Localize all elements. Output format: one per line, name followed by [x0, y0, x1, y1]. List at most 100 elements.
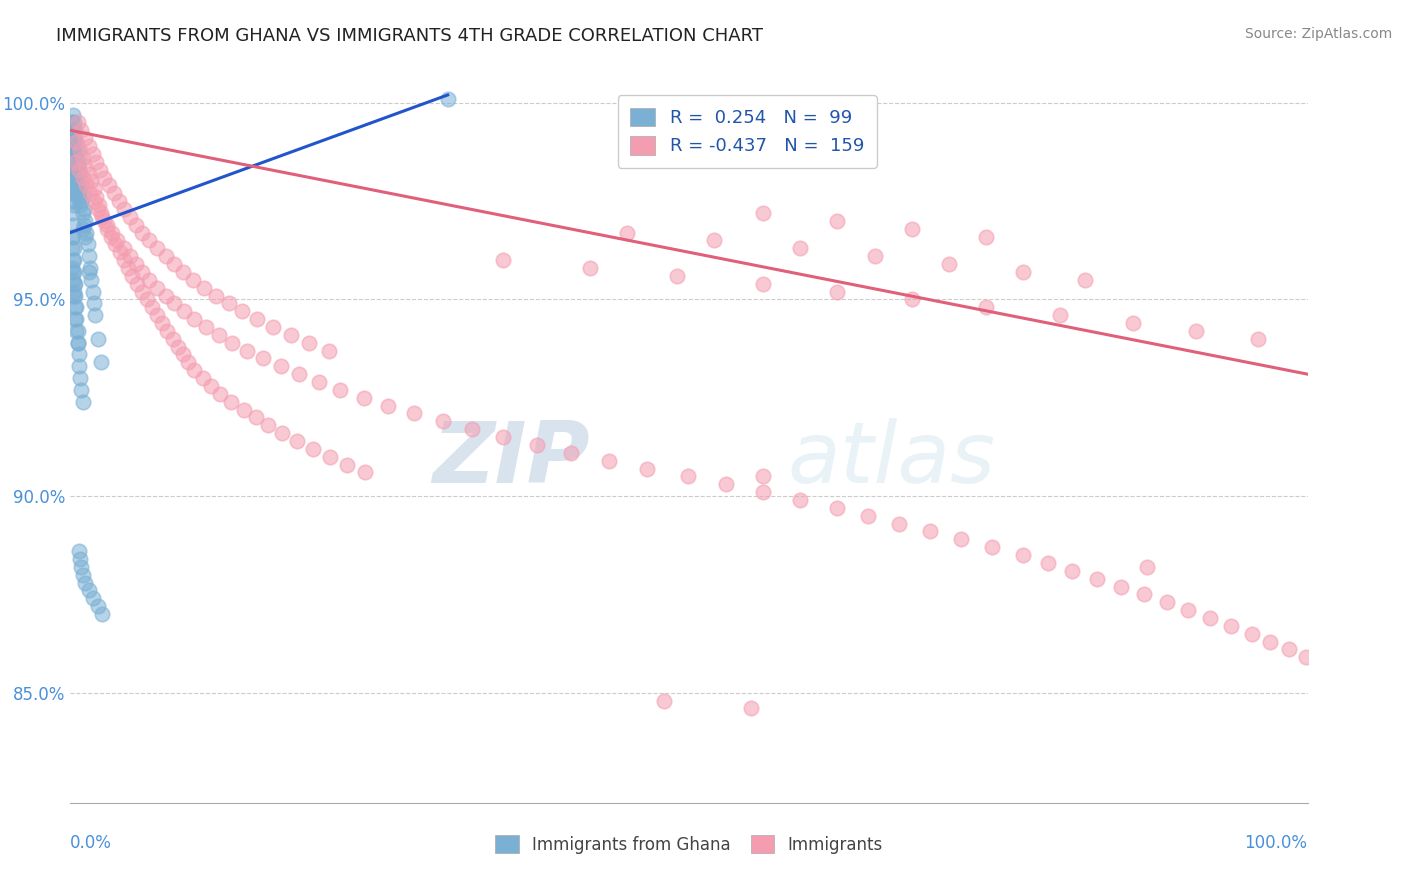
- Point: [1049, 308, 1071, 322]
- Point: [62, 273, 84, 287]
- Point: [103, 186, 125, 201]
- Point: [112, 241, 135, 255]
- Point: [665, 268, 688, 283]
- Point: [900, 293, 922, 307]
- Point: [560, 446, 582, 460]
- Point: [63, 159, 86, 173]
- Point: [205, 288, 228, 302]
- Point: [65, 301, 87, 315]
- Point: [91, 210, 114, 224]
- Point: [65, 182, 87, 196]
- Point: [163, 296, 186, 310]
- Point: [80, 273, 103, 287]
- Point: [93, 170, 115, 185]
- Point: [83, 296, 105, 310]
- Point: [789, 241, 811, 255]
- Point: [752, 485, 775, 500]
- Point: [285, 434, 308, 448]
- Point: [63, 253, 86, 268]
- Point: [90, 355, 112, 369]
- Point: [858, 508, 880, 523]
- Point: [67, 544, 90, 558]
- Point: [65, 324, 87, 338]
- Point: [298, 335, 321, 350]
- Point: [66, 324, 89, 338]
- Point: [79, 186, 101, 201]
- Point: [163, 257, 186, 271]
- Point: [75, 214, 97, 228]
- Point: [83, 182, 105, 196]
- Point: [67, 170, 90, 185]
- Point: [1012, 265, 1035, 279]
- Point: [72, 221, 94, 235]
- Point: [83, 194, 105, 208]
- Point: [280, 327, 302, 342]
- Point: [167, 340, 190, 354]
- Point: [63, 265, 86, 279]
- Point: [162, 332, 184, 346]
- Point: [77, 139, 100, 153]
- Point: [262, 320, 284, 334]
- Point: [60, 206, 83, 220]
- Point: [82, 591, 104, 606]
- Point: [62, 135, 84, 149]
- Point: [62, 107, 84, 121]
- Point: [60, 154, 83, 169]
- Point: [827, 500, 849, 515]
- Point: [60, 241, 83, 255]
- Point: [752, 206, 775, 220]
- Point: [67, 162, 90, 177]
- Point: [676, 469, 699, 483]
- Point: [77, 167, 100, 181]
- Point: [101, 226, 124, 240]
- Point: [65, 135, 87, 149]
- Point: [108, 245, 131, 260]
- Point: [82, 285, 104, 299]
- Point: [63, 285, 86, 299]
- Point: [920, 524, 942, 539]
- Point: [579, 260, 602, 275]
- Point: [60, 115, 83, 129]
- Point: [703, 234, 725, 248]
- Point: [1085, 572, 1108, 586]
- Point: [1074, 273, 1097, 287]
- Point: [752, 277, 775, 291]
- Point: [84, 190, 107, 204]
- Point: [318, 343, 340, 358]
- Point: [974, 301, 997, 315]
- Point: [66, 335, 89, 350]
- Point: [73, 218, 96, 232]
- Point: [60, 135, 83, 149]
- Point: [1062, 564, 1084, 578]
- Point: [208, 327, 231, 342]
- Point: [84, 154, 107, 169]
- Point: [72, 170, 94, 185]
- Point: [270, 426, 292, 441]
- Point: [65, 151, 87, 165]
- Text: 0.0%: 0.0%: [70, 834, 112, 852]
- Point: [195, 320, 218, 334]
- Point: [76, 237, 98, 252]
- Point: [60, 194, 83, 208]
- Point: [112, 253, 135, 268]
- Point: [69, 143, 91, 157]
- Point: [173, 304, 195, 318]
- Point: [62, 265, 84, 279]
- Point: [191, 371, 214, 385]
- Point: [1240, 626, 1263, 640]
- Point: [121, 268, 143, 283]
- Point: [91, 607, 114, 621]
- Point: [65, 154, 87, 169]
- Point: [183, 363, 205, 377]
- Point: [308, 375, 330, 389]
- Point: [221, 335, 243, 350]
- Point: [288, 367, 311, 381]
- Point: [90, 206, 112, 220]
- Point: [65, 123, 87, 137]
- Point: [70, 194, 93, 208]
- Point: [100, 229, 122, 244]
- Point: [60, 123, 83, 137]
- Point: [67, 347, 90, 361]
- Point: [136, 293, 159, 307]
- Point: [75, 226, 97, 240]
